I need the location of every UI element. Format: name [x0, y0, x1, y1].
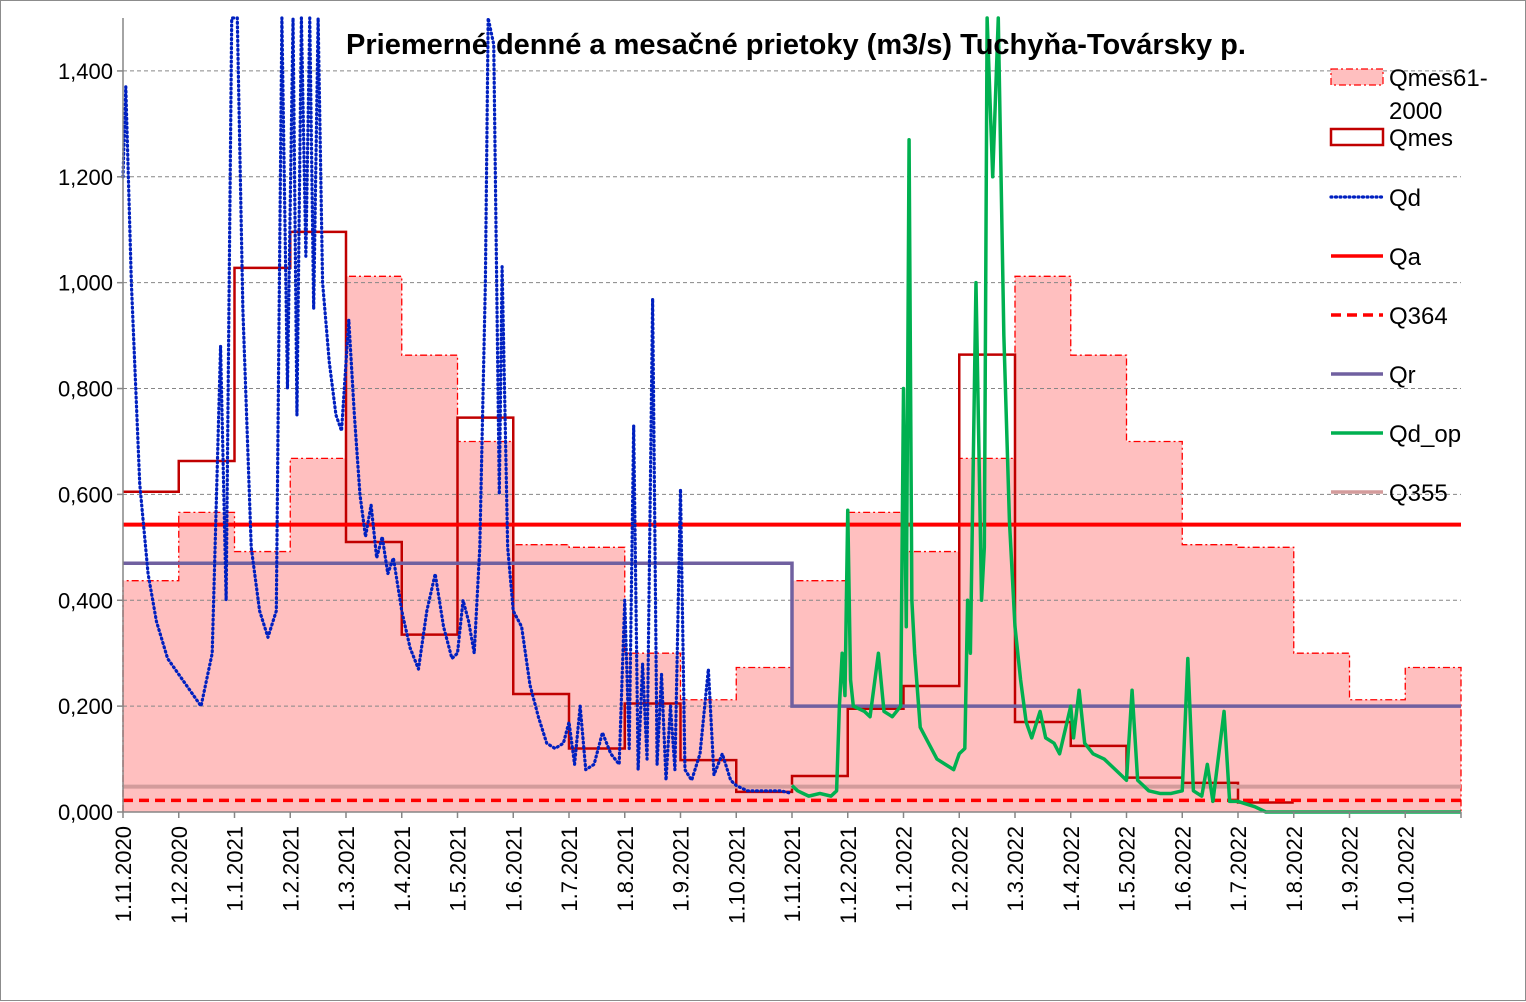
x-tick-label: 1.6.2021	[501, 826, 526, 912]
legend-label: 2000	[1389, 98, 1442, 125]
y-tick-label: 0,400	[58, 588, 113, 613]
x-tick-label: 1.11.2021	[780, 826, 805, 922]
x-tick-label: 1.7.2022	[1226, 826, 1251, 912]
x-tick-label: 1.2.2022	[947, 826, 972, 912]
legend-label: Qd_op	[1389, 421, 1461, 448]
legend-label: Qmes	[1389, 125, 1453, 152]
x-tick-label: 1.3.2022	[1003, 826, 1028, 912]
legend-label: Q355	[1389, 480, 1448, 507]
legend-label: Qa	[1389, 244, 1422, 271]
axes-layer: 0,000 0,200 0,400 0,600 0,800 1,000 1,200 1,400…	[58, 18, 1462, 924]
legend-label: Qd	[1389, 185, 1421, 212]
y-tick-label: 1,000	[58, 271, 113, 296]
x-tick-label: 1.5.2021	[446, 826, 471, 912]
x-tick-label: 1.9.2022	[1338, 826, 1363, 912]
x-tick-label: 1.10.2021	[724, 826, 749, 924]
x-tick-label: 1.6.2022	[1170, 826, 1195, 912]
x-tick-label: 1.9.2021	[669, 826, 694, 912]
legend-label: Qmes61-	[1389, 65, 1488, 92]
qmes-line	[123, 230, 1294, 804]
y-tick-label: 0,200	[58, 694, 113, 719]
x-tick-label: 1.4.2021	[390, 826, 415, 912]
chart-title: Priemerné denné a mesačné prietoky (m3/s…	[346, 29, 1246, 61]
qmes61-area-fill	[123, 276, 1461, 812]
x-tick-label: 1.7.2021	[557, 826, 582, 912]
x-tick-label: 1.2.2021	[278, 826, 303, 912]
x-tick-label: 1.10.2022	[1393, 826, 1418, 924]
x-tick-label: 1.4.2022	[1059, 826, 1084, 912]
y-tick-label: 1,200	[58, 165, 113, 190]
x-tick-label: 1.8.2022	[1282, 826, 1307, 912]
qd-line	[121, 16, 794, 796]
y-tick-label: 0,800	[58, 377, 113, 402]
qd-op-line	[790, 16, 1461, 814]
x-tick-label: 1.12.2021	[836, 826, 861, 924]
y-tick-label: 0,000	[58, 800, 113, 825]
legend-label: Q364	[1389, 303, 1448, 330]
x-tick-label: 1.5.2022	[1115, 826, 1140, 912]
legend-label: Qr	[1389, 362, 1416, 389]
x-tick-label: 1.1.2022	[892, 826, 917, 912]
series-layer	[121, 16, 1461, 814]
y-tick-label: 1,400	[58, 59, 113, 84]
x-tick-label: 1.1.2021	[223, 826, 248, 912]
y-tick-label: 0,600	[58, 482, 113, 507]
x-tick-label: 1.3.2021	[334, 826, 359, 912]
qmes61-area-layer	[122, 275, 1462, 812]
legend-swatch-qmes61	[1330, 68, 1384, 86]
qr-line	[123, 561, 1461, 708]
x-tick-label: 1.11.2020	[111, 826, 136, 922]
legend-swatch-qmes	[1329, 127, 1385, 147]
x-tick-label: 1.12.2020	[167, 826, 192, 924]
x-tick-label: 1.8.2021	[613, 826, 638, 912]
